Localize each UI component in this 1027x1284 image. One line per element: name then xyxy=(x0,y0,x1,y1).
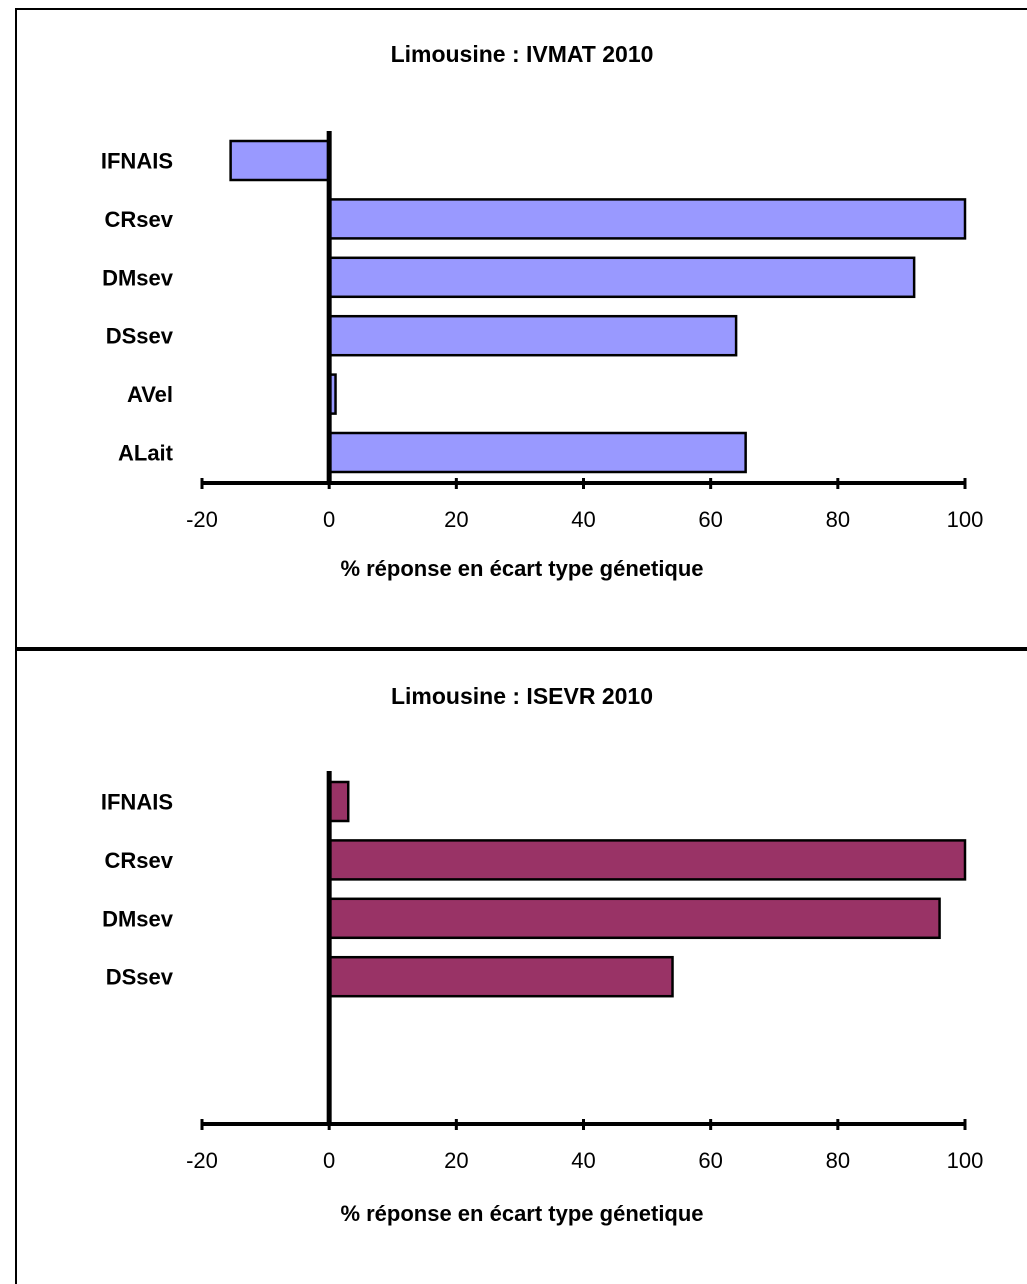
x-tick-label: 60 xyxy=(698,1148,722,1173)
chart-panel-isevr: Limousine : ISEVR 2010 IFNAIS CRsev DMsev D… xyxy=(15,649,1027,1284)
category-label: AVel xyxy=(127,382,173,407)
category-label: DSsev xyxy=(106,965,174,990)
x-tick-label: 20 xyxy=(444,1148,468,1173)
x-tick-label: 0 xyxy=(323,1148,335,1173)
x-tick-label: 20 xyxy=(444,507,468,532)
bar-DSsev xyxy=(327,314,738,357)
x-axis-label: % réponse en écart type génetique xyxy=(340,1201,704,1226)
bar-CRsev xyxy=(327,839,967,881)
bar-IFNAIS xyxy=(327,780,350,823)
bar-DSsev xyxy=(327,955,674,998)
category-label: DMsev xyxy=(102,906,174,931)
bar-DMsev xyxy=(327,256,916,299)
bar-IFNAIS xyxy=(229,139,331,182)
category-label: CRsev xyxy=(105,207,174,232)
x-axis-label: % réponse en écart type génetique xyxy=(340,556,704,581)
x-tick-label: 80 xyxy=(826,507,850,532)
x-tick-label: 40 xyxy=(571,1148,595,1173)
x-tick-label: 80 xyxy=(826,1148,850,1173)
bar-ALait xyxy=(327,431,747,474)
chart-title: Limousine : ISEVR 2010 xyxy=(390,683,654,709)
x-tick-label: -20 xyxy=(186,1148,218,1173)
x-tick-label: 100 xyxy=(947,507,984,532)
x-tick-label: 0 xyxy=(323,507,335,532)
category-label: ALait xyxy=(118,441,174,466)
category-label: DSsev xyxy=(106,324,174,349)
bar-CRsev xyxy=(327,198,967,240)
x-tick-label: -20 xyxy=(186,507,218,532)
bar-chart-ivmat: IFNAIS CRsev DMsev DSsev AVel ALait -20 0 20 40 60… xyxy=(101,131,984,532)
chart-title: Limousine : IVMAT 2010 xyxy=(390,41,654,67)
bar-DMsev xyxy=(327,897,941,940)
category-label: IFNAIS xyxy=(101,149,173,174)
chart-panel-ivmat: Limousine : IVMAT 2010 IFNAIS CRsev DMsev D… xyxy=(15,8,1027,649)
category-label: CRsev xyxy=(105,848,174,873)
bar-chart-isevr: IFNAIS CRsev DMsev DSsev -20 0 20 40 60 80 100 xyxy=(101,771,984,1173)
category-label: DMsev xyxy=(102,265,174,290)
x-tick-label: 60 xyxy=(698,507,722,532)
x-tick-label: 40 xyxy=(571,507,595,532)
category-label: IFNAIS xyxy=(101,790,173,815)
x-tick-label: 100 xyxy=(947,1148,984,1173)
